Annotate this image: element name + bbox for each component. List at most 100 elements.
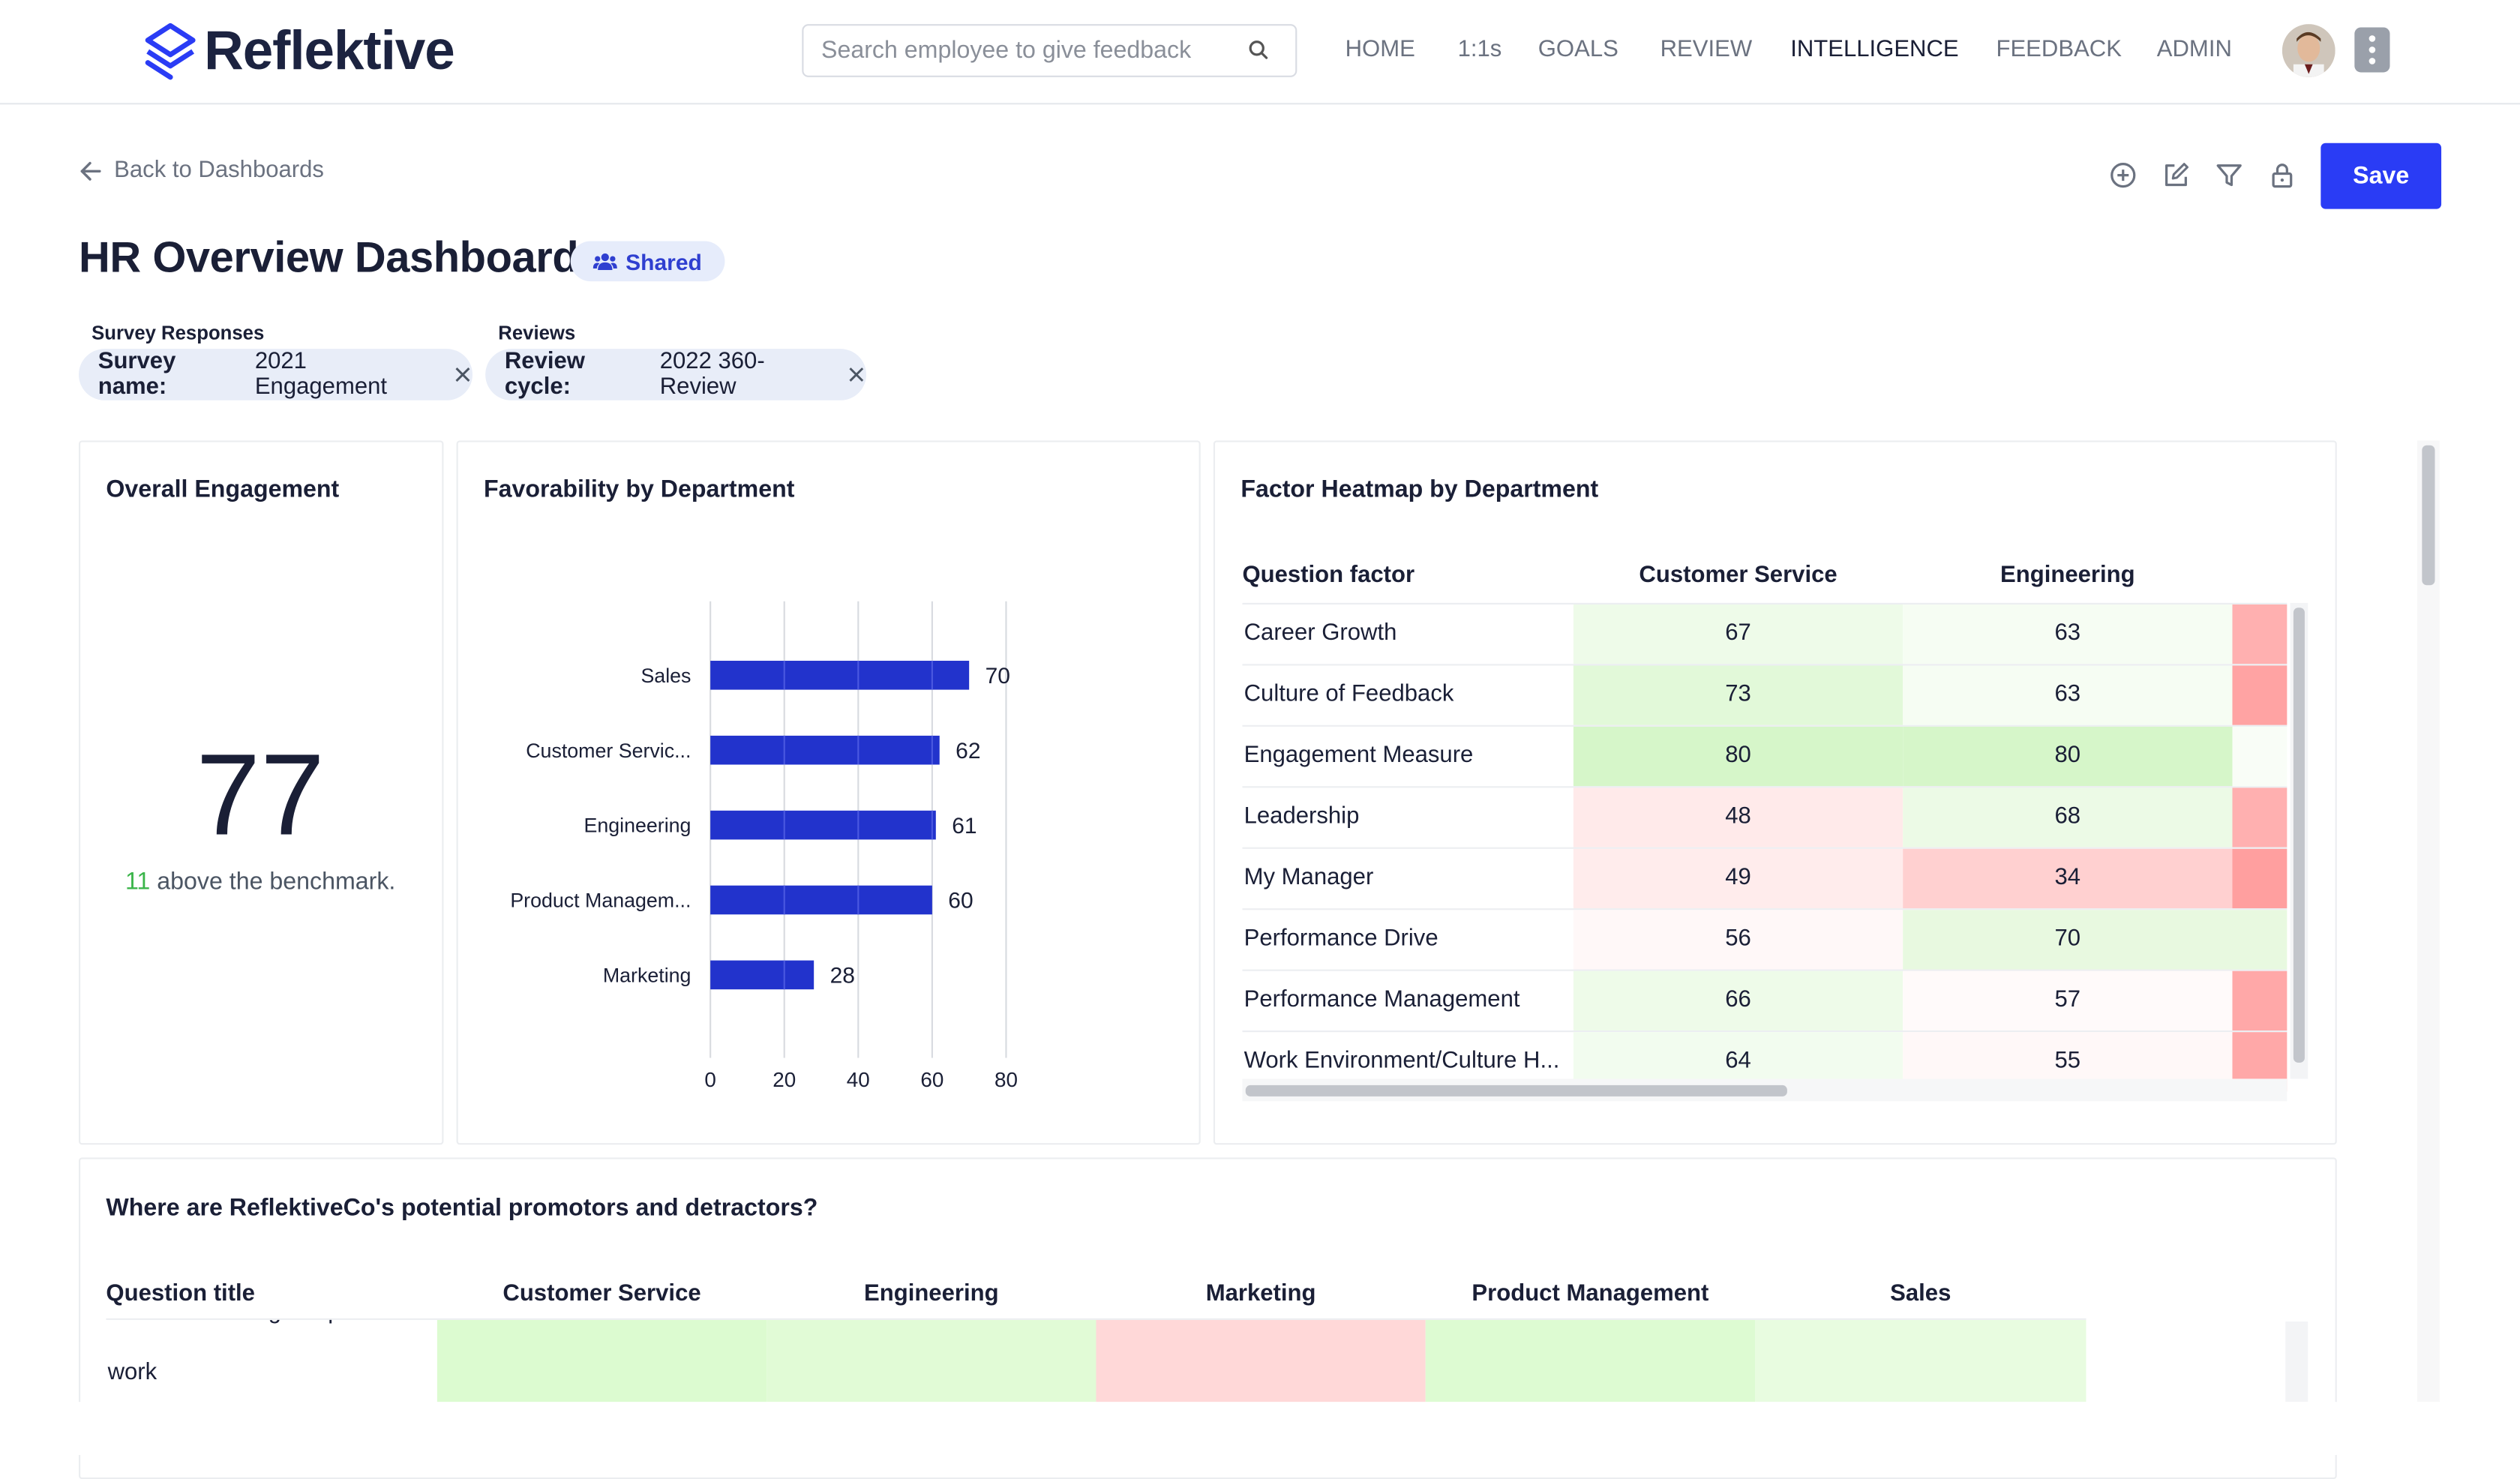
promotors-col-sales: Sales [1890,1281,1952,1307]
bar[interactable] [710,661,970,690]
shared-label: Shared [626,248,702,274]
card-title: Factor Heatmap by Department [1240,476,1599,503]
more-options-icon[interactable] [2354,27,2390,73]
data-label: 62 [956,739,980,764]
heatmap-cell[interactable] [2232,788,2288,848]
promotors-cell[interactable] [1755,1319,2086,1402]
promotors-table-row: to a friend as a great place to work [106,1318,2086,1402]
back-to-dashboards-link[interactable]: Back to Dashboards [79,158,324,183]
heatmap-cell[interactable]: 34 [1903,848,2233,909]
edit-icon[interactable] [2162,160,2191,190]
heatmap-row[interactable]: My Manager 49 34 [1242,847,2288,909]
benchmark-delta: 11 [124,868,151,896]
heatmap-cell[interactable] [2232,848,2288,909]
lock-icon[interactable] [2268,160,2297,190]
filter-chip-survey[interactable]: Survey name: 2021 Engagement [79,349,473,400]
question-title-partial: to a friend as a great place to [108,1320,410,1324]
x-tick-label: 40 [847,1068,870,1091]
reflektive-logo-icon [145,22,196,80]
heatmap-row[interactable]: Engagement Measure 80 80 [1242,724,2288,787]
category-label: Sales [640,664,691,687]
heatmap-cell[interactable]: 67 [1573,604,1904,664]
scrollbar-thumb[interactable] [1245,1084,1787,1096]
promotors-cell[interactable] [1425,1319,1756,1402]
brand-name: Reflektive [204,20,455,82]
bar[interactable] [710,885,932,915]
promotors-vertical-scrollbar[interactable] [2285,1322,2308,1402]
heatmap-row[interactable]: Leadership 48 68 [1242,786,2288,848]
heatmap-cell[interactable]: 57 [1903,970,2233,1031]
filter-key: Review cycle: [504,349,585,400]
heatmap-cell[interactable]: 70 [1903,910,2233,970]
brand-logo[interactable]: Reflektive [145,20,455,82]
save-button[interactable]: Save [2320,142,2442,209]
search-icon[interactable] [1247,38,1270,61]
filter-icon[interactable] [2215,160,2244,190]
heatmap-cell[interactable]: 56 [1573,910,1904,970]
nav-feedback[interactable]: FEEDBACK [1996,37,2122,63]
bar[interactable] [710,735,940,765]
nav-one-on-ones[interactable]: 1:1s [1457,37,1502,63]
top-header: Reflektive HOME 1:1s GOALS REVIEW INTELL… [0,0,2520,105]
nav-home[interactable]: HOME [1345,37,1415,63]
promotors-col-customer-service: Customer Service [502,1281,701,1307]
x-tick-label: 20 [772,1068,796,1091]
heatmap-cell[interactable]: 80 [1903,726,2233,787]
favorability-bar-chart: 0 20 40 60 80 Sales 70 Customer Servic... 62 Engi… [510,601,1018,1091]
search-box [802,24,1298,77]
heatmap-cell[interactable] [2232,910,2288,970]
heatmap-cell[interactable]: 80 [1573,726,1904,787]
heatmap-cell[interactable]: 73 [1573,665,1904,725]
benchmark-label: above the benchmark. [157,868,396,896]
nav-intelligence[interactable]: INTELLIGENCE [1790,37,1959,63]
scrollbar-thumb[interactable] [2422,445,2435,586]
page-title: HR Overview Dashboard [79,232,579,282]
promotors-col-question-title: Question title [106,1281,255,1307]
data-label: 28 [830,964,855,988]
heatmap-cell[interactable]: 49 [1573,848,1904,909]
filter-key: Survey name: [98,349,176,400]
heatmap-cell[interactable]: 68 [1903,788,2233,848]
heatmap-factor-label: Culture of Feedback [1244,681,1454,708]
filter-chip-review-cycle[interactable]: Review cycle: 2022 360-Review [485,349,867,400]
add-circle-icon[interactable] [2108,160,2138,190]
page-bottom-fade [0,1402,2520,1455]
heatmap-vertical-scrollbar[interactable] [2290,602,2308,1079]
heatmap-cell[interactable]: 48 [1573,788,1904,848]
scrollbar-thumb[interactable] [2293,608,2305,1063]
nav-goals[interactable]: GOALS [1538,37,1618,63]
heatmap-cell[interactable] [2232,726,2288,787]
heatmap-horizontal-scrollbar[interactable] [1242,1078,2288,1102]
heatmap-cell[interactable] [2232,604,2288,664]
heatmap-row[interactable]: Performance Drive 56 70 [1242,908,2288,970]
close-icon[interactable] [454,365,472,385]
heatmap-cell[interactable]: 63 [1903,665,2233,725]
heatmap-row[interactable]: Culture of Feedback 73 63 [1242,664,2288,725]
heatmap-factor-label: Performance Drive [1244,926,1438,952]
heatmap-cell[interactable]: 66 [1573,970,1904,1031]
heatmap-col-engineering: Engineering [2000,562,2135,589]
search-input[interactable] [803,26,1222,76]
shared-badge[interactable]: Shared [570,241,725,282]
filter-group-label-survey: Survey Responses [92,321,265,344]
card-title: Where are ReflektiveCo's potential promo… [106,1194,818,1222]
nav-review[interactable]: REVIEW [1660,37,1753,63]
user-avatar[interactable] [2282,24,2336,77]
favorability-card: Favorability by Department [456,440,1201,1145]
arrow-left-icon [80,160,101,180]
heatmap-cell[interactable]: 63 [1903,604,2233,664]
promotors-cell[interactable] [766,1319,1096,1402]
heatmap-row[interactable]: Career Growth 67 63 [1242,602,2288,664]
close-icon[interactable] [848,365,866,385]
heatmap-cell[interactable] [2232,970,2288,1031]
question-title: work [107,1360,158,1386]
page-vertical-scrollbar[interactable] [2416,440,2440,1455]
nav-admin[interactable]: ADMIN [2156,37,2232,63]
promotors-cell[interactable] [436,1319,767,1402]
promotors-cell[interactable] [1096,1319,1426,1402]
benchmark-text: 11 above the benchmark. [79,868,442,896]
heatmap-row[interactable]: Performance Management 66 57 [1242,969,2288,1031]
heatmap-cell[interactable] [2232,665,2288,725]
bar[interactable] [710,810,936,840]
bar[interactable] [710,960,814,990]
